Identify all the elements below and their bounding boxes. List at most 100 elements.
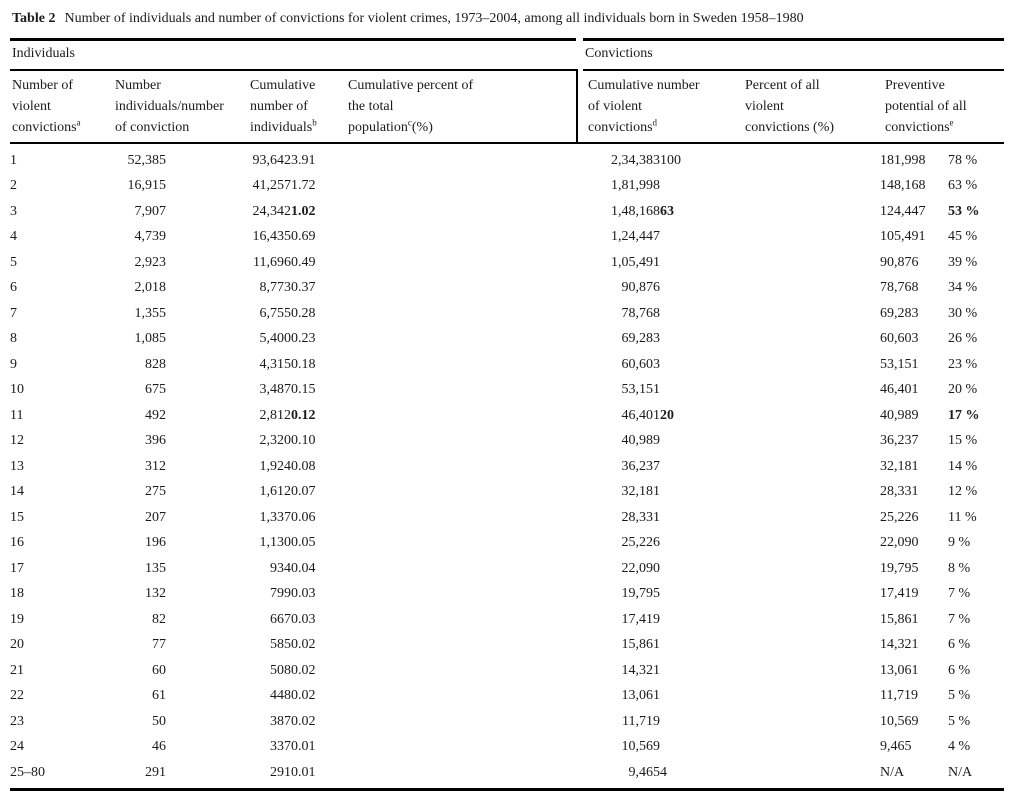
cell-pct-all-convictions — [660, 301, 880, 327]
cell-pct-all-convictions — [660, 327, 880, 353]
cell-cum-pct-population: 0.18 — [291, 356, 316, 372]
cell-num-violent-convictions: 21 — [10, 662, 24, 678]
cell-num-individuals: 16,915 — [127, 178, 167, 194]
cell-cum-violent-convictions: 32,181 — [621, 484, 661, 500]
cell-preventive-percent: 53 % — [948, 203, 980, 219]
bottom-rule — [10, 788, 1004, 791]
footnote-marker: d — [652, 117, 658, 128]
column-header-cum-violent-convictions: Cumulative number of violent convictionsd — [588, 78, 700, 135]
table-row: 2 16,915 41,257 1.72 1,81,998 148,168 63 % — [10, 174, 1004, 200]
table-row: 23 50 387 0.02 11,719 10,569 5 % — [10, 709, 1004, 735]
table-row: 5 2,923 11,696 0.49 1,05,491 90,876 39 % — [10, 250, 1004, 276]
cell-cum-pct-population: 0.37 — [291, 280, 316, 296]
cell-preventive-percent: 34 % — [948, 280, 978, 296]
cell-cum-individuals: 448 — [270, 688, 291, 704]
cell-cum-pct-population: 1.02 — [291, 203, 316, 219]
cell-cum-individuals: 1,337 — [259, 509, 292, 525]
cell-cum-individuals: 16,435 — [252, 229, 292, 245]
cell-num-individuals: 4,739 — [134, 229, 167, 245]
table-row: 21 60 508 0.02 14,321 13,061 6 % — [10, 658, 1004, 684]
cell-pct-all-convictions — [660, 454, 880, 480]
cell-num-violent-convictions: 18 — [10, 586, 24, 602]
cell-cum-pct-population: 0.69 — [291, 229, 316, 245]
cell-pct-all-convictions — [660, 505, 880, 531]
table-row: 16 196 1,130 0.05 25,226 22,090 9 % — [10, 531, 1004, 557]
cell-pct-all-convictions — [660, 429, 880, 455]
column-header-preventive-potential: Preventive potential of all convictionse — [885, 78, 967, 135]
cell-cum-violent-convictions: 15,861 — [621, 637, 661, 653]
cell-num-individuals: 60 — [152, 662, 166, 678]
cell-cum-individuals: 508 — [270, 662, 291, 678]
cell-num-individuals: 291 — [145, 764, 166, 780]
cell-preventive-number: 10,569 — [880, 713, 919, 729]
cell-cum-pct-population: 0.28 — [291, 305, 316, 321]
cell-cum-violent-convictions: 28,331 — [621, 509, 661, 525]
cell-preventive-number: 9,465 — [880, 739, 912, 755]
cell-cum-individuals: 2,320 — [259, 433, 292, 449]
cell-cum-pct-population: 0.10 — [291, 433, 316, 449]
cell-cum-violent-convictions: 17,419 — [621, 611, 661, 627]
cell-preventive-percent: 63 % — [948, 178, 978, 194]
cell-pct-all-convictions — [660, 352, 880, 378]
cell-num-violent-convictions: 2 — [10, 178, 17, 194]
cell-cum-individuals: 1,130 — [259, 535, 292, 551]
cell-cum-pct-population: 0.03 — [291, 611, 316, 627]
cell-preventive-percent: 4 % — [948, 739, 971, 755]
cell-cum-pct-population: 0.15 — [291, 382, 316, 398]
cell-cum-individuals: 387 — [270, 713, 291, 729]
cell-preventive-number: 90,876 — [880, 254, 919, 270]
cell-cum-individuals: 93,642 — [252, 152, 292, 168]
cell-num-violent-convictions: 7 — [10, 305, 17, 321]
cell-num-individuals: 1,085 — [134, 331, 167, 347]
cell-num-violent-convictions: 16 — [10, 535, 24, 551]
cell-preventive-number: 40,989 — [880, 407, 919, 423]
cell-pct-all-convictions — [660, 174, 880, 200]
cell-num-violent-convictions: 11 — [10, 407, 24, 423]
cell-cum-pct-population: 0.05 — [291, 535, 316, 551]
data-table: 1 52,385 93,642 3.91 2,34,383 100 181,998 78 % 2… — [10, 148, 1004, 786]
cell-preventive-number: 60,603 — [880, 331, 919, 347]
cell-num-individuals: 196 — [145, 535, 166, 551]
cell-num-violent-convictions: 19 — [10, 611, 24, 627]
cell-preventive-number: 181,998 — [880, 152, 926, 168]
cell-preventive-percent: 39 % — [948, 254, 978, 270]
cell-num-violent-convictions: 23 — [10, 713, 24, 729]
table-caption: Table 2 Number of individuals and number … — [12, 9, 1004, 28]
cell-preventive-number: 53,151 — [880, 356, 919, 372]
table-row: 1 52,385 93,642 3.91 2,34,383 100 181,998 78 % — [10, 148, 1004, 174]
cell-cum-violent-convictions: 40,989 — [621, 433, 661, 449]
table-row: 24 46 337 0.01 10,569 9,465 4 % — [10, 735, 1004, 761]
cell-cum-pct-population: 0.02 — [291, 713, 316, 729]
cell-num-violent-convictions: 1 — [10, 152, 17, 168]
cell-preventive-percent: 20 % — [948, 382, 978, 398]
cell-num-individuals: 828 — [145, 356, 166, 372]
cell-num-violent-convictions: 8 — [10, 331, 17, 347]
table-row: 12 396 2,320 0.10 40,989 36,237 15 % — [10, 429, 1004, 455]
cell-num-violent-convictions: 17 — [10, 560, 24, 576]
cell-cum-individuals: 6,755 — [259, 305, 292, 321]
footnote-marker: c — [407, 117, 412, 128]
cell-cum-individuals: 24,342 — [252, 203, 292, 219]
cell-num-individuals: 207 — [145, 509, 166, 525]
cell-cum-violent-convictions: 90,876 — [621, 280, 661, 296]
cell-num-violent-convictions: 24 — [10, 739, 24, 755]
cell-pct-all-convictions: 4 — [660, 764, 667, 780]
cell-cum-individuals: 2,812 — [259, 407, 292, 423]
cell-preventive-number: 69,283 — [880, 305, 919, 321]
cell-preventive-percent: 12 % — [948, 484, 978, 500]
cell-preventive-percent: 23 % — [948, 356, 978, 372]
cell-num-individuals: 275 — [145, 484, 166, 500]
cell-preventive-number: 11,719 — [880, 688, 918, 704]
cell-preventive-percent: 78 % — [948, 152, 978, 168]
cell-cum-individuals: 8,773 — [259, 280, 292, 296]
cell-pct-all-convictions — [660, 735, 880, 761]
table-caption-text: Number of individuals and number of conv… — [64, 11, 804, 26]
footnote-marker: b — [312, 117, 317, 128]
group-rule-convictions — [583, 69, 1004, 71]
cell-pct-all-convictions: 63 — [660, 203, 674, 219]
cell-preventive-percent: 17 % — [948, 407, 980, 423]
cell-preventive-number: 13,061 — [880, 662, 919, 678]
cell-cum-individuals: 5,400 — [259, 331, 292, 347]
table-row: 9 828 4,315 0.18 60,603 53,151 23 % — [10, 352, 1004, 378]
